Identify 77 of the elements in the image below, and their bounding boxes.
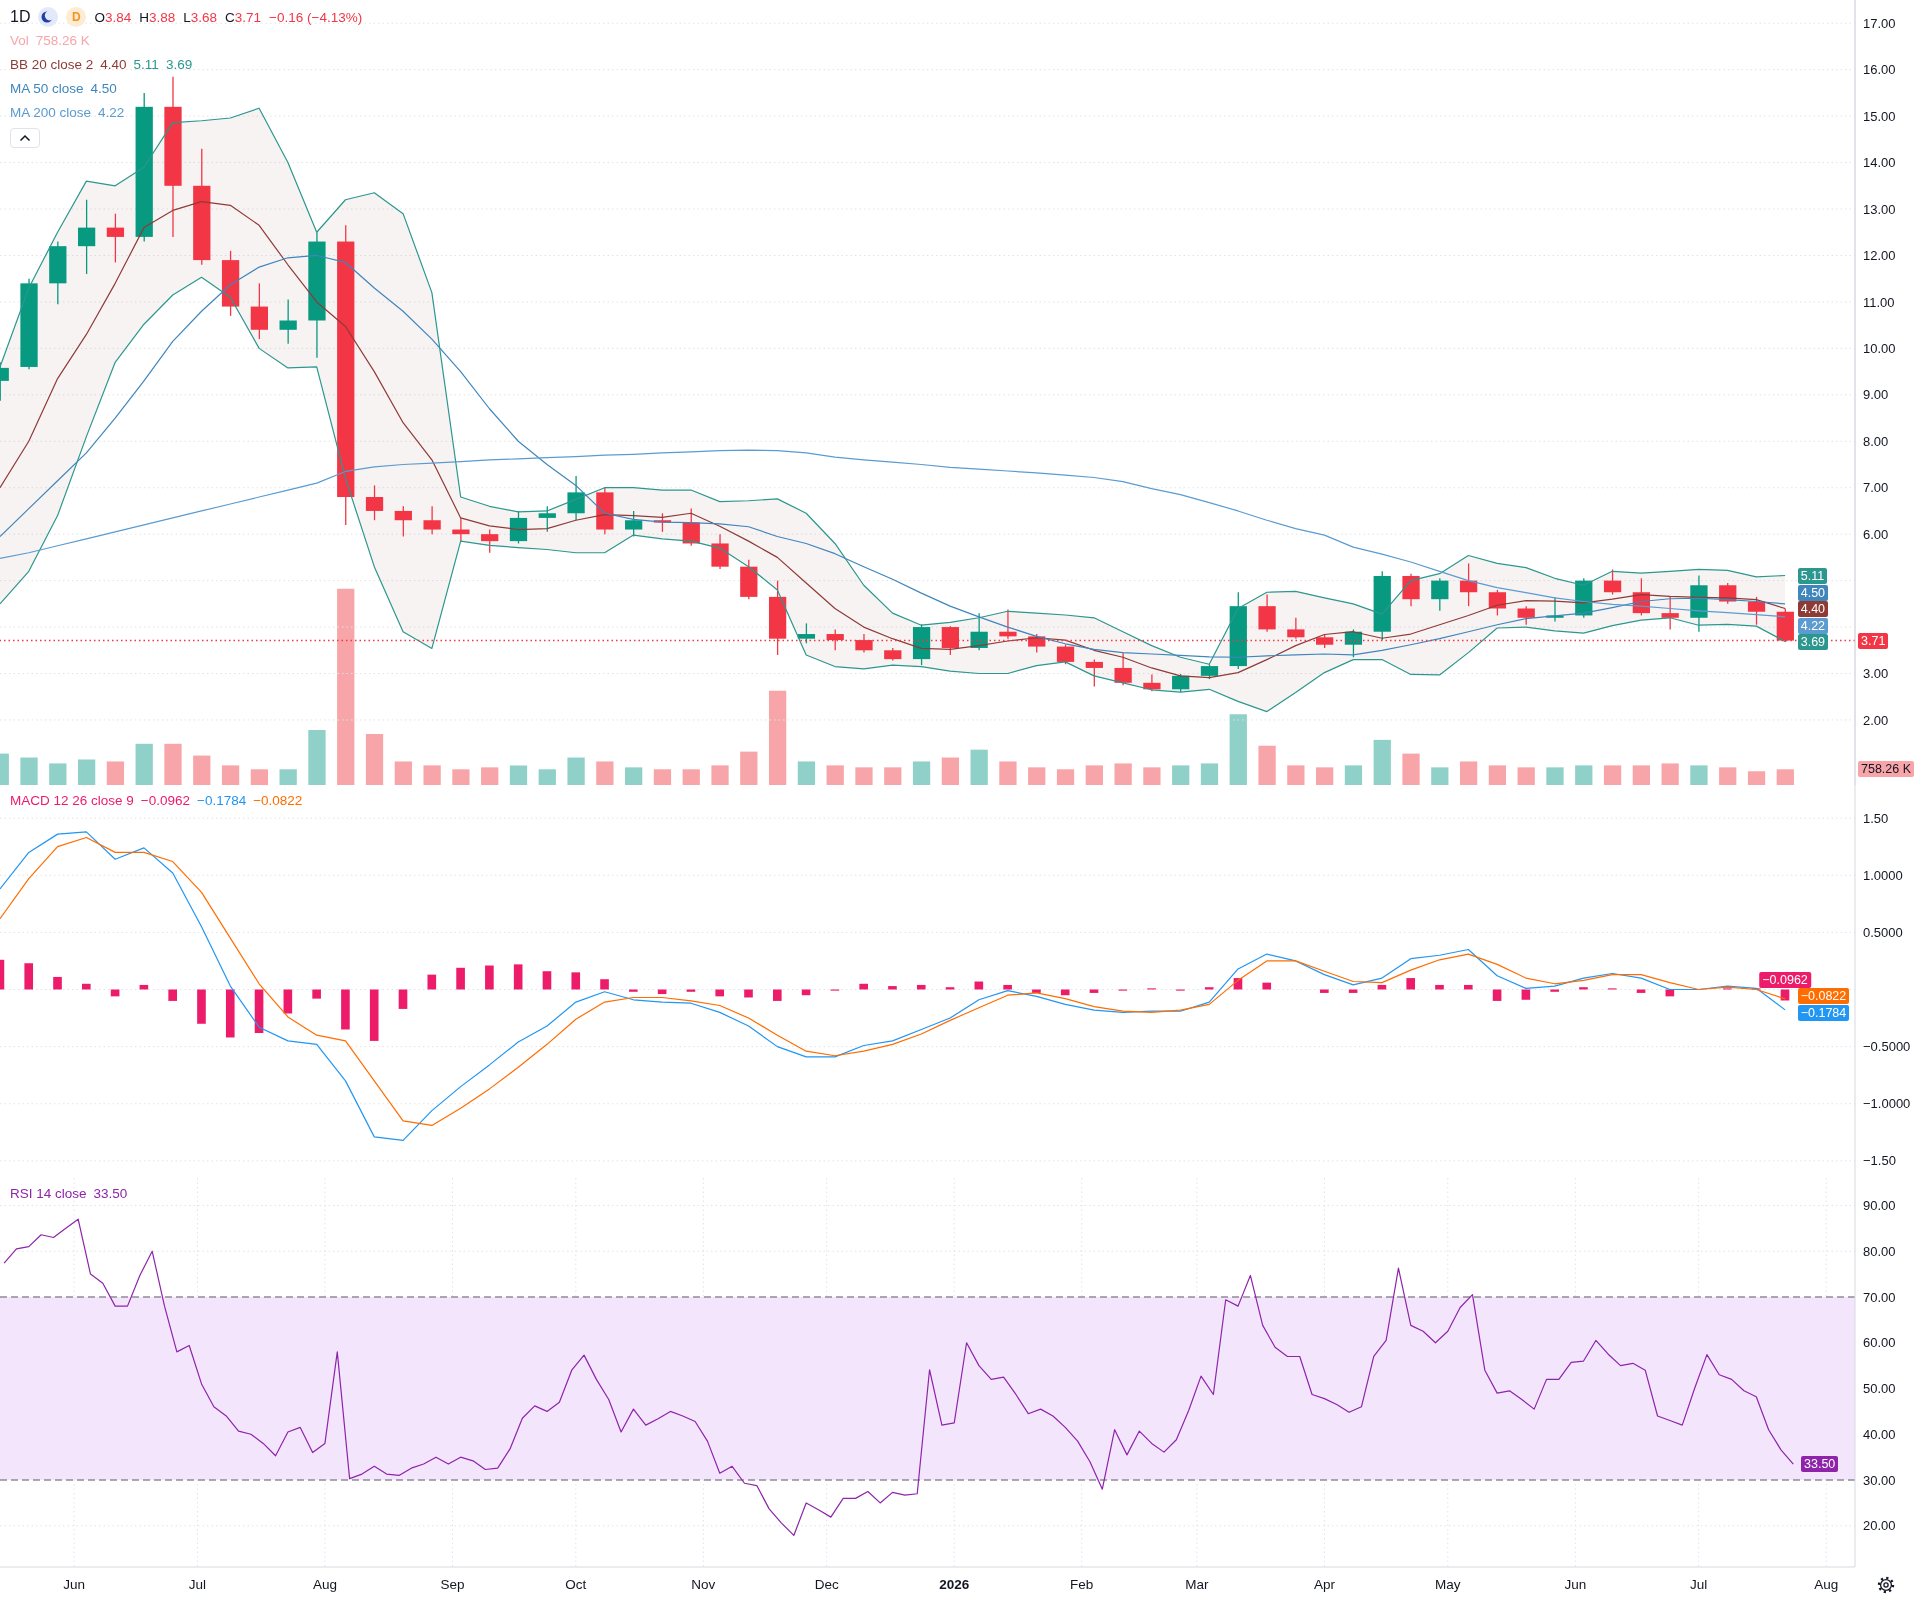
text: 4.40 [100, 57, 127, 72]
y-tick-label: 6.00 [1863, 526, 1889, 542]
data-label: 4.22 [1797, 617, 1829, 634]
annotation: O3.84 [94, 9, 132, 25]
y-tick-label: 20.00 [1863, 1518, 1896, 1534]
annotation: D [66, 7, 87, 27]
x-tick-label: Feb [1070, 1576, 1094, 1592]
x-tick-label: Apr [1313, 1576, 1336, 1592]
y-tick-label: 0.5000 [1863, 924, 1903, 940]
y-tick-label: 1.0000 [1863, 867, 1903, 883]
y-tick-label: 8.00 [1863, 433, 1889, 449]
text: 758.26 K [35, 33, 90, 48]
text: 1D [10, 8, 31, 26]
y-tick-label: 2.00 [1863, 712, 1889, 728]
x-tick-label: Jul [188, 1576, 207, 1592]
y-tick-label: 3.00 [1863, 666, 1889, 682]
text: −0.0962 [140, 793, 190, 808]
text: MA 50 close [10, 81, 84, 96]
y-tick-label: 60.00 [1863, 1335, 1896, 1351]
data-label: 3.69 [1797, 634, 1829, 651]
text: −0.1784 [197, 793, 247, 808]
annotation: −0.16 (−4.13%) [269, 9, 363, 25]
y-tick-label: 9.00 [1863, 387, 1889, 403]
y-tick-label: 10.00 [1863, 340, 1896, 356]
text: 33.50 [93, 1186, 128, 1201]
text: Vol [10, 33, 29, 48]
data-label: 33.50 [1801, 1456, 1839, 1473]
text: MA 200 close [10, 105, 92, 120]
text: BB 20 close 2 [10, 57, 94, 72]
text: 4.22 [98, 105, 125, 120]
x-tick-label: Nov [691, 1576, 716, 1592]
y-tick-label: 50.00 [1863, 1381, 1896, 1397]
data-label: −0.0822 [1797, 988, 1850, 1005]
x-tick-label: May [1435, 1576, 1461, 1592]
annotation: C3.71 [225, 9, 262, 25]
x-tick-label: 2026 [939, 1576, 970, 1592]
y-tick-label: 80.00 [1863, 1243, 1896, 1259]
annotation: L3.68 [183, 9, 218, 25]
y-tick-label: 90.00 [1863, 1198, 1896, 1214]
data-label: −0.0962 [1759, 971, 1811, 988]
text: −0.0822 [253, 793, 303, 808]
data-label: 4.40 [1797, 601, 1829, 618]
x-tick-label: Mar [1185, 1576, 1210, 1592]
x-tick-label: Jul [1690, 1576, 1708, 1592]
y-tick-label: 7.00 [1863, 480, 1889, 496]
y-tick-label: 40.00 [1863, 1426, 1896, 1442]
data-label: 4.50 [1797, 584, 1829, 601]
x-tick-label: Oct [565, 1576, 587, 1592]
x-tick-label: Jun [1564, 1576, 1587, 1592]
x-tick-label: Dec [814, 1576, 839, 1592]
x-tick-label: Aug [1814, 1576, 1839, 1592]
y-tick-label: 12.00 [1863, 248, 1896, 264]
x-tick-label: Sep [440, 1576, 465, 1592]
y-tick-label: 15.00 [1863, 108, 1896, 124]
y-tick-label: −1.50 [1863, 1153, 1896, 1169]
y-tick-label: −1.0000 [1863, 1096, 1911, 1112]
y-tick-label: 30.00 [1863, 1472, 1896, 1488]
data-label: −0.1784 [1797, 1004, 1850, 1021]
y-tick-label: 70.00 [1863, 1289, 1896, 1305]
y-tick-label: 14.00 [1863, 155, 1896, 171]
x-tick-label: Aug [312, 1576, 337, 1592]
text: 3.69 [165, 57, 193, 72]
text: 4.50 [90, 81, 117, 96]
text: MACD 12 26 close 9 [10, 793, 134, 808]
data-label: 5.11 [1797, 567, 1828, 584]
y-tick-label: 13.00 [1863, 201, 1896, 217]
text: 5.11 [133, 57, 159, 72]
annotation: H3.88 [139, 9, 176, 25]
y-tick-label: 1.50 [1863, 810, 1889, 826]
ref-line-label: 3.71 [1858, 632, 1889, 649]
text: 758.26 K [1858, 761, 1915, 778]
series-label: RSI 14 close [10, 1186, 87, 1201]
y-tick-label: 17.00 [1863, 15, 1896, 31]
y-tick-label: 11.00 [1863, 294, 1895, 310]
x-tick-label: Jun [63, 1576, 85, 1592]
y-tick-label: −0.5000 [1863, 1039, 1911, 1055]
y-tick-label: 16.00 [1863, 62, 1896, 78]
